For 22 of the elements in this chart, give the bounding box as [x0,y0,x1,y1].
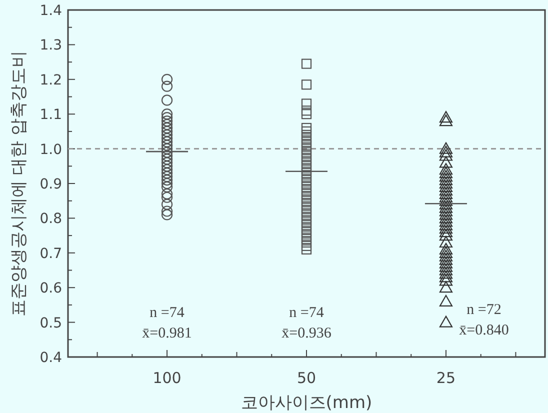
x-tick-label: 100 [152,369,182,387]
x-tick-label: 50 [296,369,316,387]
x-tick-label: 25 [436,369,456,387]
y-tick-label: 1.3 [40,38,62,54]
y-tick-label: 0.5 [40,315,62,332]
annotation: x̄=0.840 [459,322,509,339]
y-tick-label: 1.4 [40,3,62,19]
y-tick-label: 0.6 [40,280,62,297]
y-tick-label: 0.8 [40,211,62,228]
annotation: x̄=0.936 [282,326,332,342]
y-axis-title: 표준양생공시체에 대한 압축강도비 [9,50,29,316]
y-tick-label: 1.1 [40,107,62,124]
y-tick-label: 0.4 [40,350,62,366]
y-tick-label: 1.2 [40,72,62,88]
annotation: n =74 [289,304,324,321]
y-tick-label: 0.7 [40,246,62,262]
annotation: n =72 [466,302,502,318]
y-tick-label: 1.0 [40,142,62,158]
x-axis-title: 코아사이즈(mm) [240,393,372,413]
y-tick-label: 0.9 [40,176,62,192]
annotation: x̄=0.981 [142,326,192,342]
annotation: n =74 [150,304,185,321]
